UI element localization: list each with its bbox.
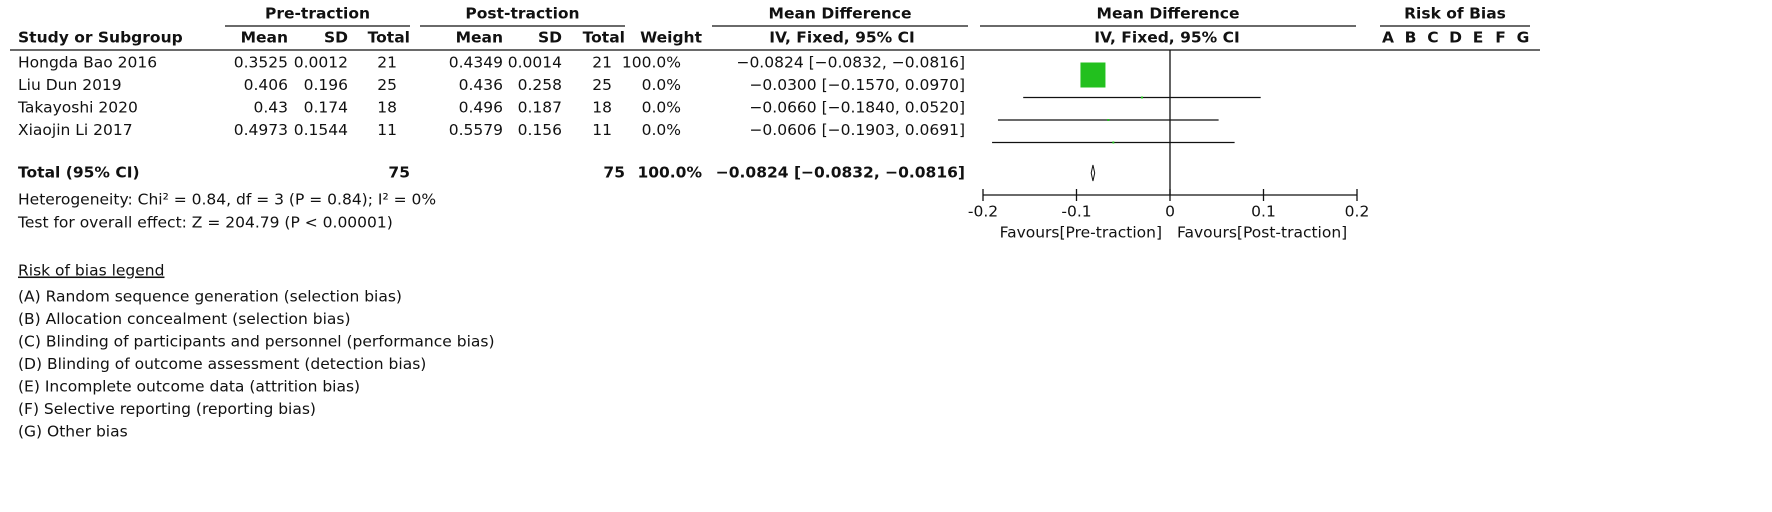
- cell: 0.436: [459, 76, 503, 94]
- effect-square: [1107, 119, 1110, 121]
- column-header: Mean: [241, 29, 288, 47]
- cell: 0.406: [244, 76, 288, 94]
- legend-item: (G) Other bias: [18, 423, 128, 441]
- legend-title: Risk of bias legend: [18, 262, 164, 280]
- column-header: IV, Fixed, 95% CI: [769, 29, 914, 47]
- column-header: SD: [324, 29, 348, 47]
- cell: 21: [377, 54, 397, 72]
- total-weight: 100.0%: [637, 164, 702, 182]
- cell: 0.174: [304, 99, 348, 117]
- total-post: 75: [603, 164, 625, 182]
- total-diamond: [1090, 164, 1096, 182]
- cell: 0.43: [253, 99, 288, 117]
- legend-item: (C) Blinding of participants and personn…: [18, 333, 495, 351]
- weight: 0.0%: [642, 99, 681, 117]
- group-header: Mean Difference: [769, 5, 912, 23]
- cell: 11: [377, 121, 397, 139]
- cell: 25: [377, 76, 397, 94]
- weight: 100.0%: [622, 54, 681, 72]
- ci-label: −0.0824 [−0.0832, −0.0816]: [736, 54, 965, 72]
- group-header: Pre-traction: [265, 5, 370, 23]
- cell: 0.187: [518, 99, 562, 117]
- column-header: Mean: [456, 29, 503, 47]
- x-tick-label: -0.1: [1061, 203, 1091, 221]
- bias-domain: G: [1517, 29, 1530, 47]
- x-tick-label: 0.2: [1345, 203, 1370, 221]
- group-header: Post-traction: [465, 5, 579, 23]
- cell: 0.4349: [449, 54, 503, 72]
- ci-label: −0.0606 [−0.1903, 0.0691]: [749, 121, 965, 139]
- cell: 0.0012: [294, 54, 348, 72]
- cell: 18: [592, 99, 612, 117]
- group-header: Mean Difference: [1097, 5, 1240, 23]
- bias-domain: C: [1427, 29, 1438, 47]
- cell: 0.3525: [234, 54, 288, 72]
- heterogeneity: Heterogeneity: Chi² = 0.84, df = 3 (P = …: [18, 191, 436, 209]
- cell: 0.156: [518, 121, 562, 139]
- effect-square: [1112, 141, 1115, 144]
- bias-domain: D: [1449, 29, 1462, 47]
- ci-label: −0.0660 [−0.1840, 0.0520]: [749, 99, 965, 117]
- study-name: Liu Dun 2019: [18, 76, 122, 94]
- cell: 0.4973: [234, 121, 288, 139]
- bias-domain: F: [1495, 29, 1506, 47]
- column-header: Weight: [640, 29, 702, 47]
- effect-square: [1140, 96, 1143, 99]
- column-header: Total: [368, 29, 410, 47]
- total-label: Total (95% CI): [18, 164, 140, 182]
- study-name: Hongda Bao 2016: [18, 54, 157, 72]
- cell: 0.1544: [294, 121, 348, 139]
- legend-item: (F) Selective reporting (reporting bias): [18, 400, 316, 418]
- x-tick-label: 0.1: [1251, 203, 1276, 221]
- legend-item: (D) Blinding of outcome assessment (dete…: [18, 355, 426, 373]
- x-tick-label: -0.2: [968, 203, 998, 221]
- weight: 0.0%: [642, 121, 681, 139]
- cell: 18: [377, 99, 397, 117]
- cell: 0.496: [459, 99, 503, 117]
- total-ci: −0.0824 [−0.0832, −0.0816]: [716, 164, 965, 182]
- cell: 0.0014: [508, 54, 562, 72]
- column-header: SD: [538, 29, 562, 47]
- cell: 0.5579: [449, 121, 503, 139]
- legend-item: (E) Incomplete outcome data (attrition b…: [18, 378, 360, 396]
- overall-effect: Test for overall effect: Z = 204.79 (P <…: [17, 214, 393, 232]
- column-header: IV, Fixed, 95% CI: [1094, 29, 1239, 47]
- favours-right: Favours[Post-traction]: [1177, 224, 1347, 242]
- legend-item: (A) Random sequence generation (selectio…: [18, 288, 402, 306]
- bias-domain: A: [1382, 29, 1394, 47]
- ci-label: −0.0300 [−0.1570, 0.0970]: [749, 76, 965, 94]
- cell: 21: [592, 54, 612, 72]
- favours-left: Favours[Pre-traction]: [1000, 224, 1162, 242]
- study-name: Takayoshi 2020: [17, 99, 138, 117]
- cell: 0.258: [518, 76, 562, 94]
- column-header: Study or Subgroup: [18, 29, 183, 47]
- cell: 25: [592, 76, 612, 94]
- legend-item: (B) Allocation concealment (selection bi…: [18, 310, 351, 328]
- effect-square: [1080, 62, 1106, 88]
- cell: 11: [592, 121, 612, 139]
- column-header: Total: [583, 29, 625, 47]
- cell: 0.196: [304, 76, 348, 94]
- bias-domain: B: [1405, 29, 1417, 47]
- x-tick-label: 0: [1165, 203, 1175, 221]
- group-header: Risk of Bias: [1404, 5, 1506, 23]
- total-pre: 75: [388, 164, 410, 182]
- bias-domain: E: [1473, 29, 1484, 47]
- study-name: Xiaojin Li 2017: [18, 121, 133, 139]
- weight: 0.0%: [642, 76, 681, 94]
